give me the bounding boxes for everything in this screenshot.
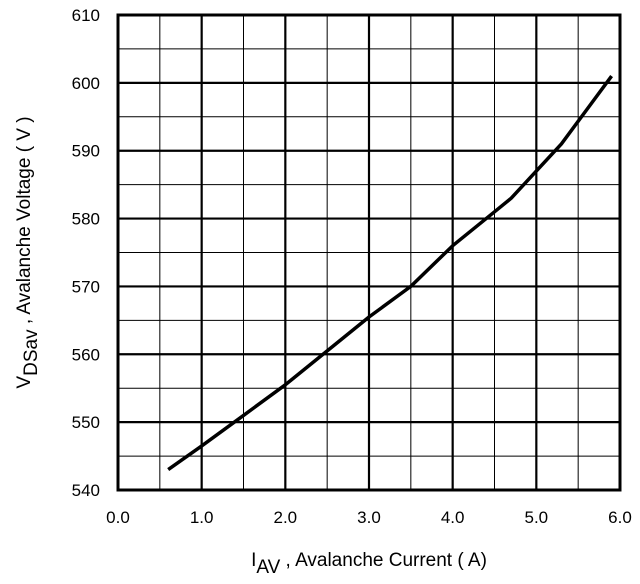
x-axis-label-subscript: AV: [256, 557, 280, 578]
y-tick-label: 550: [72, 413, 100, 432]
y-tick-label: 590: [72, 142, 100, 161]
series-line: [167, 75, 614, 472]
x-tick-label: 2.0: [274, 508, 298, 527]
x-tick-label: 5.0: [525, 508, 549, 527]
x-tick-label: 0.0: [106, 508, 130, 527]
y-tick-label: 580: [72, 210, 100, 229]
x-tick-label: 1.0: [190, 508, 214, 527]
x-axis-label-rest: , Avalanche Current ( A): [280, 550, 487, 571]
plot-frame: [116, 13, 622, 492]
y-tick-label: 610: [72, 6, 100, 25]
x-tick-label: 3.0: [357, 508, 381, 527]
y-tick-labels: 540 550 560 570 580 590 600 610: [72, 6, 100, 500]
series-group: [167, 75, 614, 472]
y-axis-label-subscript: DSav: [21, 329, 42, 376]
y-axis-label-main: V: [14, 376, 35, 389]
x-axis-label-main: I: [251, 550, 256, 571]
x-tick-label: 6.0: [608, 508, 632, 527]
x-tick-label: 4.0: [441, 508, 465, 527]
y-tick-label: 540: [72, 481, 100, 500]
y-tick-label: 600: [72, 74, 100, 93]
x-axis-label: IAV , Avalanche Current ( A): [251, 550, 487, 578]
x-tick-labels: 0.0 1.0 2.0 3.0 4.0 5.0 6.0: [106, 508, 632, 527]
y-tick-label: 570: [72, 277, 100, 296]
y-axis-label: VDSav , Avalanche Voltage ( V ): [14, 116, 42, 388]
y-axis-label-rest: , Avalanche Voltage ( V ): [14, 116, 35, 329]
y-tick-label: 560: [72, 345, 100, 364]
